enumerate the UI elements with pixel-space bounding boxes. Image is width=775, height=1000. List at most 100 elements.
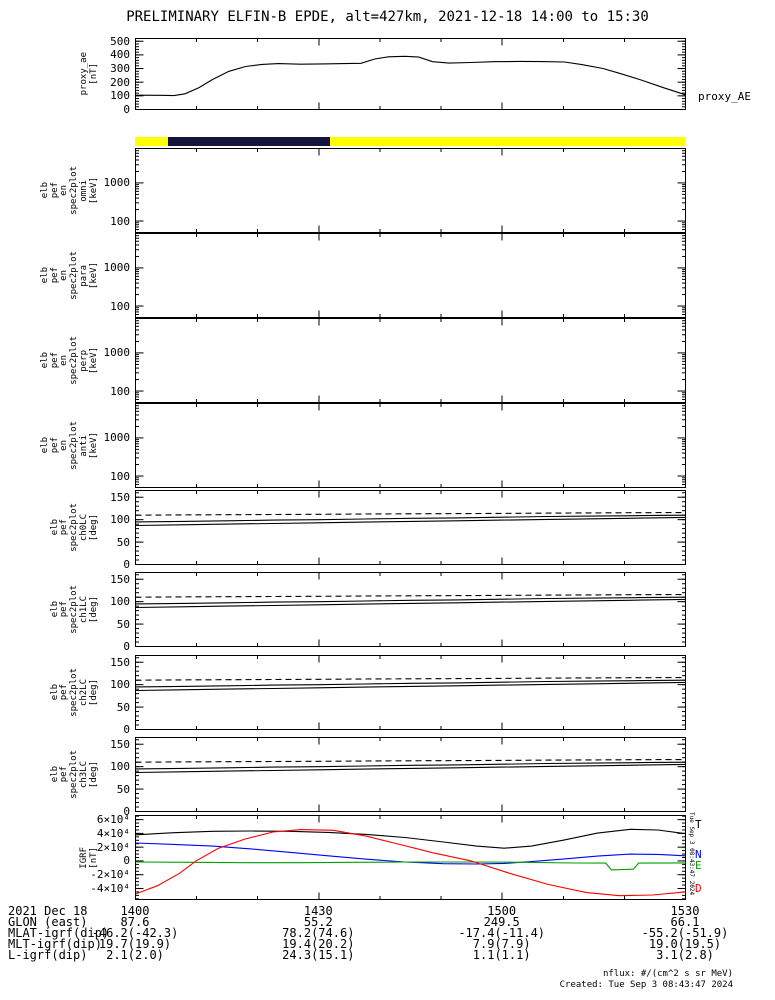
spec_para-ytick-1: 1000 bbox=[103, 261, 131, 275]
proxy_ae-ylabel: proxy_ae [nT] bbox=[50, 38, 100, 110]
pitch_ch0-series-loss-cone-a bbox=[135, 514, 686, 523]
spec_anti-ytick-0: 100 bbox=[110, 469, 130, 483]
annotation-row-2-value-0: 19.7(19.9) bbox=[98, 937, 172, 951]
igrf-ytick-0: 6×10⁴ bbox=[96, 813, 130, 827]
annotation-row-0-value-3: 66.1 bbox=[670, 915, 700, 929]
time-axis-label: 2021 Dec 18 bbox=[8, 904, 88, 918]
proxy_ae-ytick-2: 200 bbox=[110, 75, 130, 89]
spec_perp-ylabel: elb pef en spec2plot perp [keV] bbox=[40, 318, 100, 403]
spec_perp-ytick-1: 1000 bbox=[103, 346, 131, 360]
pitch_ch2-series-loss-cone-a bbox=[135, 679, 686, 688]
pitch_ch3-series-anti-loss-cone bbox=[135, 758, 686, 763]
proxy_ae-ytick-5: 500 bbox=[110, 34, 130, 48]
pitch_ch3-ytick-3: 150 bbox=[110, 737, 130, 751]
pitch_ch1-ylabel-line: [deg] bbox=[89, 595, 100, 624]
igrf-ytick-3: 0 bbox=[123, 854, 130, 868]
igrf-panel bbox=[135, 815, 686, 900]
proxy_ae-ytick-1: 100 bbox=[110, 89, 130, 103]
pitch_ch0-ylabel: elb pef spec2plot ch0LC [deg] bbox=[50, 490, 100, 565]
annotation-row-1-value-1: 78.2(74.6) bbox=[282, 926, 355, 940]
spec_anti-ytick-1: 1000 bbox=[103, 431, 131, 445]
igrf-ytick-2: 2×10⁴ bbox=[96, 840, 130, 854]
flux-units-note: nflux: #/(cm^2 s sr MeV) bbox=[602, 969, 733, 979]
time-axis-value-3: 1530 bbox=[670, 904, 700, 918]
spec_omni-ytick-0: 100 bbox=[110, 214, 130, 228]
pitch_ch2-ytick-3: 150 bbox=[110, 655, 130, 669]
pitch_ch0-ytick-1: 50 bbox=[116, 535, 130, 549]
annotation-row-0-value-0: 87.6 bbox=[120, 915, 150, 929]
pitch_ch0-ytick-3: 150 bbox=[110, 490, 130, 504]
pitch_ch1-panel bbox=[135, 572, 686, 647]
annotation-row-1-value-2: -17.4(-11.4) bbox=[458, 926, 546, 940]
spec_para-panel bbox=[135, 233, 686, 318]
pitch_ch1-ytick-1: 50 bbox=[116, 617, 130, 631]
igrf-ytick-1: 4×10⁴ bbox=[96, 826, 130, 840]
proxy_ae-ylabel-line: [nT] bbox=[89, 63, 100, 85]
annotation-row-3-value-3: 3.1(2.8) bbox=[656, 948, 714, 962]
orbit_bar-segment-1 bbox=[168, 137, 331, 146]
annotation-row-3-label: L-igrf(dip) bbox=[8, 948, 88, 962]
igrf-ytick-5: -4×10⁴ bbox=[90, 882, 130, 895]
pitch_ch0-panel bbox=[135, 490, 686, 565]
spec_perp-panel bbox=[135, 318, 686, 403]
proxy_ae-panel bbox=[135, 38, 686, 110]
pitch_ch3-series-loss-cone-b bbox=[135, 763, 686, 774]
annotation-row-1-value-3: -55.2(-51.9) bbox=[641, 926, 729, 940]
igrf-series-D bbox=[135, 829, 686, 897]
spec_perp-ytick-0: 100 bbox=[110, 384, 130, 398]
proxy_ae-series-proxy_AE bbox=[135, 55, 686, 97]
igrf-series-T bbox=[135, 828, 686, 849]
pitch_ch2-ytick-0: 0 bbox=[123, 723, 130, 736]
spec_perp-ylabel-line: [keV] bbox=[89, 346, 100, 375]
pitch_ch2-series-loss-cone-b bbox=[135, 681, 686, 692]
time-axis-value-1: 1430 bbox=[303, 904, 333, 918]
pitch_ch0-ytick-0: 0 bbox=[123, 558, 130, 571]
igrf-ylabel-line: [nT] bbox=[89, 846, 100, 869]
pitch_ch1-series-loss-cone-a bbox=[135, 596, 686, 605]
spec_para-ytick-0: 100 bbox=[110, 299, 130, 313]
pitch_ch0-series-anti-loss-cone bbox=[135, 511, 686, 516]
pitch_ch3-ytick-2: 100 bbox=[110, 760, 130, 774]
spec_para-ylabel: elb pef en spec2plot para [keV] bbox=[40, 233, 100, 318]
annotation-row-0-label: GLON (east) bbox=[8, 915, 88, 929]
pitch_ch1-ytick-3: 150 bbox=[110, 572, 130, 586]
spec_omni-ytick-1: 1000 bbox=[103, 176, 131, 190]
igrf-series-label-T: T bbox=[695, 818, 702, 832]
pitch_ch2-series-anti-loss-cone bbox=[135, 676, 686, 681]
pitch_ch1-ytick-2: 100 bbox=[110, 595, 130, 609]
spec_omni-ylabel-line: [keV] bbox=[89, 176, 100, 205]
igrf-series-label-E: E bbox=[695, 858, 702, 872]
pitch_ch0-ylabel-line: [deg] bbox=[89, 513, 100, 542]
pitch_ch3-ytick-1: 50 bbox=[116, 782, 130, 796]
pitch_ch2-ytick-1: 50 bbox=[116, 700, 130, 714]
annotation-row-3-value-2: 1.1(1.1) bbox=[472, 948, 531, 962]
pitch_ch3-ylabel: elb pef spec2plot ch3LC [deg] bbox=[50, 737, 100, 812]
annotation-row-3-value-0: 2.1(2.0) bbox=[106, 948, 164, 962]
created-timestamp: Created: Tue Sep 3 08:43:47 2024 bbox=[559, 980, 733, 991]
pitch_ch2-panel bbox=[135, 655, 686, 730]
footer: nflux: #/(cm^2 s sr MeV) Created: Tue Se… bbox=[560, 969, 733, 992]
proxy_ae-ytick-4: 400 bbox=[110, 48, 130, 62]
pitch_ch0-series-loss-cone-b bbox=[135, 516, 686, 527]
proxy_ae-ytick-3: 300 bbox=[110, 62, 130, 75]
creation-stamp-side: Tue Sep 3 08:43:47 2024 bbox=[688, 812, 695, 896]
pitch_ch2-ylabel: elb pef spec2plot ch2LC [deg] bbox=[50, 655, 100, 730]
pitch_ch3-ytick-0: 0 bbox=[123, 805, 130, 818]
pitch_ch1-series-loss-cone-b bbox=[135, 598, 686, 609]
pitch_ch2-ylabel-line: [deg] bbox=[89, 678, 100, 707]
proxy_ae-ytick-0: 0 bbox=[123, 103, 130, 116]
igrf-ytick-4: -2×10⁴ bbox=[90, 868, 130, 882]
orbit_bar-segment-0 bbox=[135, 137, 685, 146]
pitch_ch3-ylabel-line: [deg] bbox=[89, 760, 100, 789]
igrf-ylabel: IGRF [nT] bbox=[50, 815, 100, 900]
annotation-row-2-value-1: 19.4(20.2) bbox=[282, 937, 355, 951]
spec_omni-panel bbox=[135, 148, 686, 233]
time-axis-value-2: 1500 bbox=[487, 904, 517, 918]
spec_anti-ylabel-line: [keV] bbox=[89, 431, 100, 460]
pitch_ch1-ytick-0: 0 bbox=[123, 640, 130, 653]
spec_anti-panel bbox=[135, 403, 686, 488]
annotation-row-1-value-0: -46.2(-42.3) bbox=[91, 926, 179, 940]
annotation-row-0-value-2: 249.5 bbox=[483, 915, 520, 929]
proxy_ae-right-label: proxy_AE bbox=[698, 89, 751, 103]
